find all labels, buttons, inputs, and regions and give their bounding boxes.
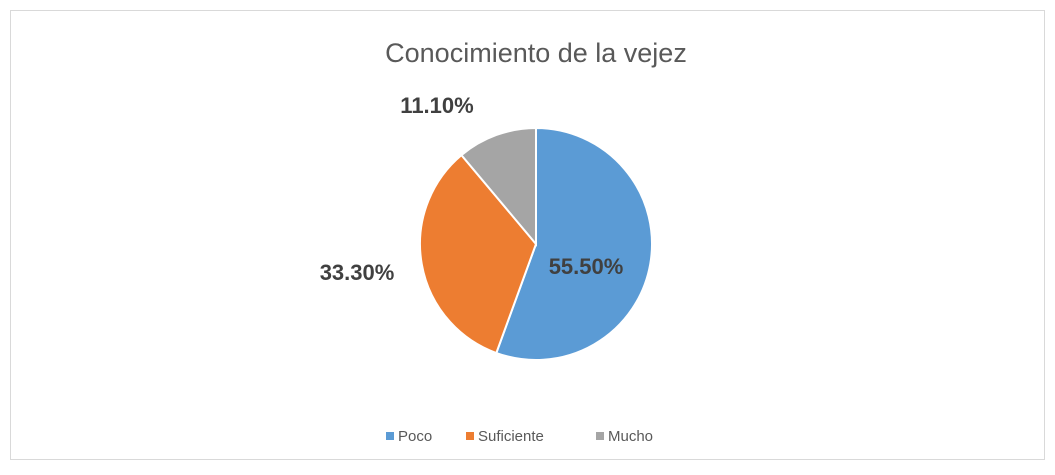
pie-slice xyxy=(419,153,538,355)
legend-swatch xyxy=(466,432,474,440)
data-label: 33.30% xyxy=(320,260,395,285)
legend-swatch xyxy=(386,432,394,440)
legend-label: Mucho xyxy=(608,428,653,445)
pie-slice xyxy=(460,126,537,247)
legend-swatch xyxy=(596,432,604,440)
data-label: 55.50% xyxy=(549,254,624,279)
chart-title: Conocimiento de la vejez xyxy=(385,38,687,68)
data-label: 11.10% xyxy=(400,93,473,118)
legend-label: Suficiente xyxy=(478,428,544,445)
pie-slice xyxy=(495,126,653,361)
legend-label: Poco xyxy=(398,428,432,445)
